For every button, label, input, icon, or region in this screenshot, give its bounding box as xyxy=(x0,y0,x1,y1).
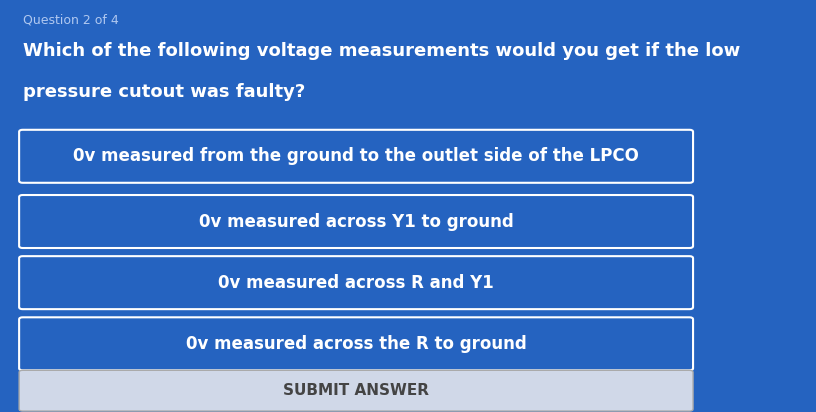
Text: 0v measured across the R to ground: 0v measured across the R to ground xyxy=(186,335,526,353)
Text: pressure cutout was faulty?: pressure cutout was faulty? xyxy=(23,83,305,101)
Text: 0v measured from the ground to the outlet side of the LPCO: 0v measured from the ground to the outle… xyxy=(73,147,639,165)
Text: SUBMIT ANSWER: SUBMIT ANSWER xyxy=(283,383,429,398)
FancyBboxPatch shape xyxy=(19,370,693,411)
Text: Which of the following voltage measurements would you get if the low: Which of the following voltage measureme… xyxy=(23,42,740,60)
FancyBboxPatch shape xyxy=(19,317,693,370)
Text: 0v measured across Y1 to ground: 0v measured across Y1 to ground xyxy=(199,213,513,230)
Text: 0v measured across R and Y1: 0v measured across R and Y1 xyxy=(218,274,494,292)
FancyBboxPatch shape xyxy=(19,256,693,309)
FancyBboxPatch shape xyxy=(19,195,693,248)
Text: Question 2 of 4: Question 2 of 4 xyxy=(23,14,118,27)
FancyBboxPatch shape xyxy=(19,130,693,183)
